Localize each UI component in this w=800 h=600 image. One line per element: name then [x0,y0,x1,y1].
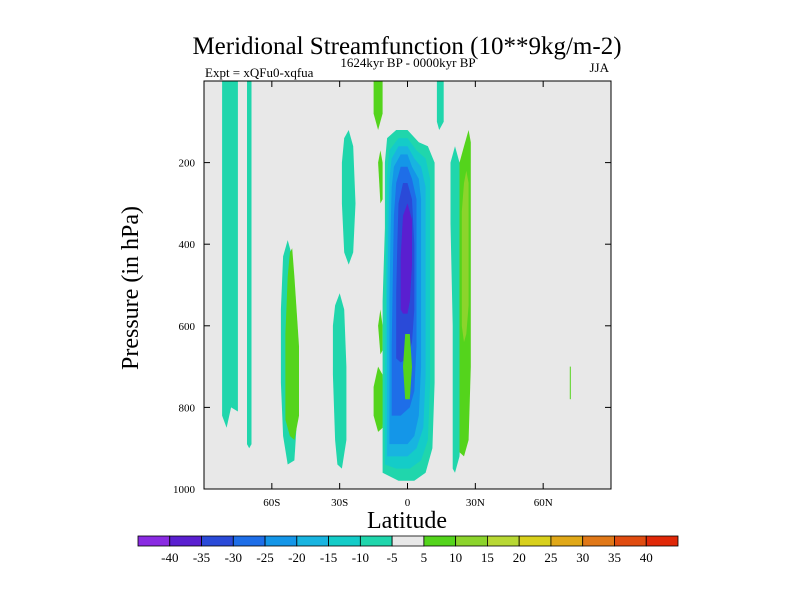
colorbar-swatch [264,535,298,547]
colorbar-label: -10 [352,550,369,565]
colorbar-label: -25 [256,550,273,565]
colorbar-swatch [582,535,615,547]
colorbar-swatch [359,535,393,547]
colorbar-swatch [614,535,647,547]
plot-axes: 60S 30S 0 30N 60N 200 400 600 800 1000 [173,81,611,509]
contour-region [378,150,383,204]
colorbar-swatch [169,535,202,547]
colorbar-label: -5 [387,550,398,565]
colorbar-swatch [201,535,234,547]
colorbar-label: 15 [481,550,494,565]
colorbar-swatch [137,535,171,547]
contour-region [285,248,299,440]
x-tick-label: 60S [263,497,280,509]
x-tick-label: 60N [534,497,553,509]
contour-region [247,81,252,449]
colorbar: -40 -35 -30 -25 -20 -15 -10 -5 5 10 15 20 25 30 35 40 [137,535,679,565]
x-axis-label: Latitude [367,508,447,534]
colorbar-swatch [232,535,266,547]
contour-region [569,366,571,400]
colorbar-swatch [550,535,584,547]
y-tick-label: 200 [179,158,196,170]
y-tick-label: 800 [179,402,196,414]
colorbar-label: -40 [161,550,178,565]
colorbar-swatch [296,535,329,547]
colorbar-swatch [455,535,488,547]
colorbar-label: 20 [513,550,526,565]
contour-region [400,203,412,314]
x-tick-label: 0 [405,497,411,509]
contour-region [373,81,383,130]
colorbar-swatch [423,535,457,547]
contour-region [332,293,347,469]
contour-fills [222,81,571,481]
colorbar-label: 25 [544,550,557,565]
period-label: 1624kyr BP - 0000kyr BP [340,55,475,70]
y-tick-label: 1000 [173,484,196,496]
colorbar-label: 5 [421,550,428,565]
contour-region [461,170,469,343]
contour-region [378,309,383,355]
contour-region [222,81,238,428]
colorbar-swatch [487,535,520,547]
colorbar-swatch [518,535,552,547]
colorbar-label: 35 [608,550,621,565]
colorbar-label: -30 [225,550,242,565]
y-axis-label: Pressure (in hPa) [118,206,144,370]
colorbar-swatch [391,535,425,547]
colorbar-label: -20 [288,550,305,565]
x-tick-label: 30N [466,497,485,509]
contour-region [436,81,444,130]
colorbar-swatch [328,535,361,547]
contour-region [373,366,385,432]
chart-title: Meridional Streamfunction (10**9kg/m-2) [192,33,621,60]
colorbar-swatch [645,535,679,547]
contour-region [341,130,356,265]
contour-region [450,146,462,473]
experiment-label: Expt = xQFu0-xqfua [205,65,314,80]
colorbar-label: -35 [193,550,210,565]
contour-region [403,334,412,400]
colorbar-label: 40 [640,550,653,565]
season-label: JJA [589,60,609,75]
colorbar-label: 30 [576,550,589,565]
plot-frame [203,80,612,490]
y-tick-label: 400 [179,239,196,251]
colorbar-label: -15 [320,550,337,565]
x-tick-label: 30S [331,497,348,509]
colorbar-label: 10 [449,550,462,565]
y-tick-label: 600 [179,321,196,333]
